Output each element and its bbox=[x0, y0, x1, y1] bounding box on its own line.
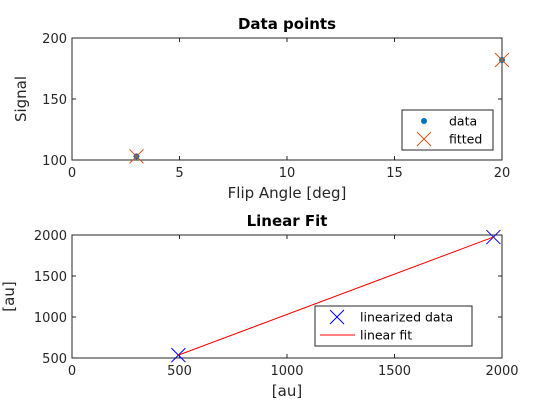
legend: data fitted bbox=[401, 109, 494, 151]
x-tick-label: 0 bbox=[68, 364, 76, 379]
y-tick-label: 100 bbox=[42, 154, 67, 169]
x-tick-label: 5 bbox=[175, 166, 183, 181]
legend-label: fitted bbox=[449, 132, 482, 147]
series-fitted bbox=[129, 52, 510, 164]
x-axis-label: Flip Angle [deg] bbox=[228, 184, 347, 202]
legend-dot-icon bbox=[421, 118, 427, 124]
x-axis-label: [au] bbox=[272, 382, 302, 400]
series-linear-fit bbox=[178, 236, 494, 356]
y-tick-label: 200 bbox=[42, 32, 67, 47]
legend: linearized data linear fit bbox=[314, 305, 473, 347]
x-tick-label: 500 bbox=[167, 364, 192, 379]
legend-label: linear fit bbox=[360, 328, 412, 343]
y-tick-label: 1500 bbox=[34, 270, 67, 285]
x-marker-point-stroke-b bbox=[129, 148, 144, 164]
y-tick-label: 1000 bbox=[34, 311, 67, 326]
x-tick-label: 1000 bbox=[270, 364, 303, 379]
y-tick-label: 2000 bbox=[34, 229, 67, 244]
y-axis-label: Signal bbox=[12, 76, 30, 122]
legend-x-icon-stroke-b bbox=[416, 131, 432, 147]
x-marker-point bbox=[129, 148, 144, 164]
x-tick-label: 20 bbox=[494, 166, 511, 181]
x-marker-point-stroke-b bbox=[494, 52, 510, 68]
legend-x-icon-stroke-b bbox=[329, 309, 345, 325]
y-axis-label: [au] bbox=[0, 281, 18, 311]
chart-title: Data points bbox=[238, 15, 336, 33]
x-tick-label: 2000 bbox=[485, 364, 518, 379]
legend-label: data bbox=[449, 114, 477, 129]
chart-1: 0 5 10 15 20 100 150 200 Data points Flip Angle [… bbox=[12, 15, 510, 202]
legend-x-icon bbox=[329, 309, 345, 325]
x-tick-label: 10 bbox=[279, 166, 296, 181]
x-tick-label: 15 bbox=[386, 166, 403, 181]
x-tick-label: 0 bbox=[68, 166, 76, 181]
legend-box bbox=[401, 109, 494, 151]
y-tick-label: 500 bbox=[42, 352, 67, 367]
legend-label: linearized data bbox=[360, 310, 453, 325]
y-tick-label: 150 bbox=[42, 93, 67, 108]
chart-title: Linear Fit bbox=[247, 212, 328, 230]
x-tick-label: 1500 bbox=[378, 364, 411, 379]
x-marker-point bbox=[494, 52, 510, 68]
legend-x-icon bbox=[416, 131, 432, 147]
fit-line bbox=[178, 236, 494, 356]
